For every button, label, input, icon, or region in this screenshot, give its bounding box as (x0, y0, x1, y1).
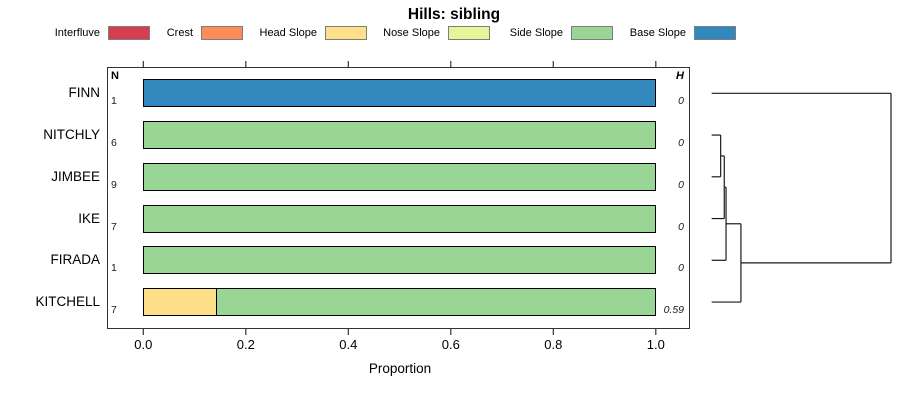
legend-color-swatch (448, 26, 490, 40)
n-value: 6 (111, 137, 117, 150)
bar-jimbee (143, 162, 656, 191)
legend-color-swatch (694, 26, 736, 40)
legend-item-base-slope: Base Slope (630, 25, 736, 41)
legend-item-label: Base Slope (629, 27, 686, 39)
legend-item-label: Nose Slope (383, 27, 440, 39)
n-value: 9 (111, 178, 117, 191)
legend-item-nose-slope: Nose Slope (383, 25, 490, 41)
dendrogram (711, 92, 892, 303)
y-axis-label-jimbee: JIMBEE (51, 168, 100, 184)
h-value: 0 (678, 137, 684, 150)
x-axis-title: Proportion (368, 361, 432, 376)
y-axis-label-finn: FINN (68, 85, 101, 101)
h-value: 0 (678, 220, 684, 233)
h-value: 0 (678, 178, 684, 191)
n-value: 7 (111, 304, 117, 317)
y-axis-label-nitchly: NITCHLY (43, 127, 100, 143)
x-tick-label-0.6: 0.6 (441, 337, 460, 352)
y-axis-label-ike: IKE (78, 210, 100, 226)
bar-segment-side-slope (144, 122, 655, 149)
bar-segment-side-slope (144, 163, 655, 190)
legend-item-crest: Crest (167, 25, 243, 41)
legend-item-label: Head Slope (259, 27, 318, 39)
bar-segment-side-slope (217, 289, 655, 316)
n-column-header: N (111, 70, 119, 83)
y-axis-label-kitchell: KITCHELL (35, 294, 100, 310)
legend-item-head-slope: Head Slope (259, 25, 367, 41)
bar-firada (143, 246, 656, 275)
legend-color-swatch (201, 26, 243, 40)
legend-item-side-slope: Side Slope (510, 25, 613, 41)
legend-item-label: Interfluve (54, 27, 100, 39)
legend-item-interfluve: Interfluve (55, 25, 150, 41)
x-tick-label-0.2: 0.2 (236, 337, 255, 352)
bar-ike (143, 204, 656, 233)
bar-nitchly (143, 121, 656, 150)
chart-title: Hills: sibling (407, 6, 501, 23)
legend-item-label: Side Slope (509, 27, 563, 39)
bar-finn (143, 79, 656, 108)
legend-item-label: Crest (166, 27, 193, 39)
x-tick-label-0.8: 0.8 (544, 337, 563, 352)
plot-box (107, 67, 690, 329)
x-tick-label-0.4: 0.4 (339, 337, 358, 352)
n-value: 1 (111, 262, 117, 275)
bar-segment-side-slope (144, 247, 655, 274)
bar-segment-base-slope (144, 80, 655, 107)
n-value: 7 (111, 220, 117, 233)
bar-segment-head-slope (144, 289, 218, 316)
n-value: 1 (111, 95, 117, 108)
y-axis-label-firada: FIRADA (50, 252, 100, 268)
x-tick-label-1.0: 1.0 (646, 337, 665, 352)
h-value: 0 (678, 95, 684, 108)
legend-color-swatch (571, 26, 613, 40)
bar-kitchell (143, 288, 656, 317)
h-column-header: H (676, 70, 684, 83)
h-value: 0.59 (663, 304, 684, 317)
legend-color-swatch (325, 26, 367, 40)
legend-color-swatch (108, 26, 150, 40)
x-tick-label-0.0: 0.0 (134, 337, 153, 352)
bar-segment-side-slope (144, 205, 655, 232)
h-value: 0 (678, 262, 684, 275)
